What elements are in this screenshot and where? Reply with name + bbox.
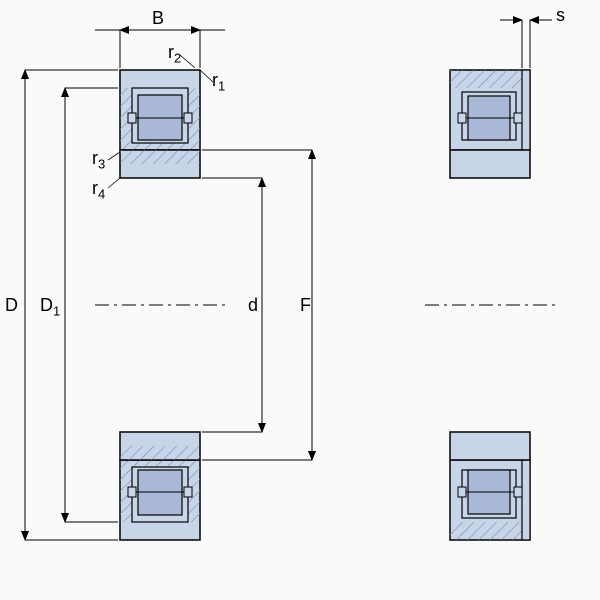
right-side-view <box>425 70 555 540</box>
label-s: s <box>556 5 565 26</box>
label-F: F <box>300 295 311 316</box>
left-cross-section <box>95 55 225 540</box>
label-r2: r2 <box>168 42 181 66</box>
label-r4: r4 <box>92 178 105 202</box>
label-r1: r1 <box>212 70 225 94</box>
label-B: B <box>152 8 164 29</box>
label-D1: D1 <box>40 295 60 319</box>
label-d: d <box>248 295 258 316</box>
label-D: D <box>5 295 18 316</box>
label-r3: r3 <box>92 148 105 172</box>
